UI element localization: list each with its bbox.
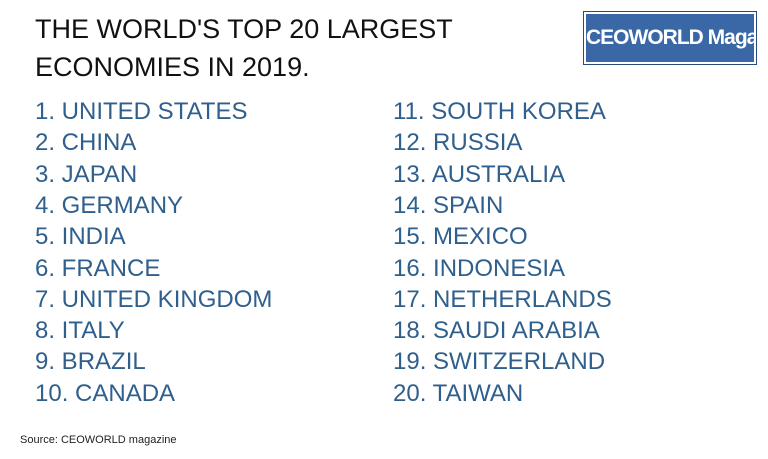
list-item: 1. UNITED STATES [35, 98, 248, 125]
list-item: 20. TAIWAN [393, 379, 524, 407]
list-item: 3. JAPAN [35, 160, 138, 188]
list-item: 9. BRAZIL [35, 348, 146, 376]
list-item: 13. AUSTRALIA [393, 160, 566, 188]
list-item: 10. CANADA [35, 379, 176, 407]
list-item: 16. INDONESIA [393, 254, 566, 282]
list-item: 5. INDIA [35, 223, 126, 251]
list-item: 8. ITALY [35, 317, 125, 345]
list-item: 4. GERMANY [35, 191, 184, 219]
list-item: 15. MEXICO [393, 223, 528, 251]
list-item: 7. UNITED KINGDOM [35, 285, 273, 313]
list-item: 11. SOUTH KOREA [393, 98, 606, 125]
list-item: 18. SAUDI ARABIA [393, 317, 600, 345]
list-item: 6. FRANCE [35, 254, 161, 282]
title-line: THE WORLD'S TOP 20 LARGEST [35, 14, 453, 44]
logo: CEOWORLD Magazine [583, 11, 768, 65]
list-item: 14. SPAIN [393, 191, 504, 219]
title-line: ECONOMIES IN 2019. [35, 52, 310, 82]
list-item: 2. CHINA [35, 129, 137, 157]
list-item: 17. NETHERLANDS [393, 285, 612, 313]
list-item: 19. SWITZERLAND [393, 348, 606, 376]
list-item: 12. RUSSIA [393, 129, 523, 157]
source: Source: CEOWORLD magazine [20, 434, 177, 446]
